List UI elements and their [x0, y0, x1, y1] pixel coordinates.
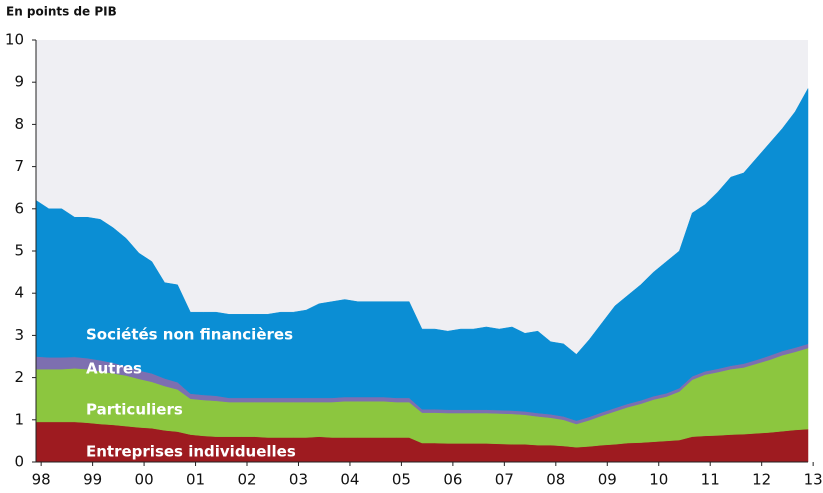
y-tick-label: 9: [14, 73, 24, 91]
y-tick-label: 1: [14, 410, 24, 428]
x-tick-label: 00: [135, 471, 154, 489]
y-tick-label: 3: [14, 326, 24, 344]
x-tick-label: 99: [83, 471, 102, 489]
y-tick-label: 5: [14, 242, 24, 260]
x-tick-label: 07: [495, 471, 514, 489]
x-tick-label: 02: [237, 471, 256, 489]
x-tick-label: 13: [804, 471, 823, 489]
y-tick-label: 8: [14, 115, 24, 133]
series-label: Particuliers: [86, 401, 183, 419]
x-tick-label: 98: [32, 471, 51, 489]
x-tick-label: 01: [186, 471, 205, 489]
y-tick-label: 7: [14, 157, 24, 175]
series-label: Sociétés non financières: [86, 326, 293, 344]
x-tick-label: 11: [701, 471, 720, 489]
series-label: Autres: [86, 360, 142, 378]
y-tick-label: 0: [14, 453, 24, 471]
x-tick-label: 10: [649, 471, 668, 489]
y-tick-label: 4: [14, 284, 24, 302]
y-tick-label: 6: [14, 199, 24, 217]
x-tick-label: 05: [392, 471, 411, 489]
x-tick-label: 04: [340, 471, 359, 489]
x-tick-label: 09: [598, 471, 617, 489]
y-tick-label: 10: [5, 31, 24, 49]
x-tick-label: 12: [752, 471, 771, 489]
x-tick-label: 06: [443, 471, 462, 489]
y-tick-label: 2: [14, 368, 24, 386]
series-label: Entreprises individuelles: [86, 443, 296, 461]
chart-title: En points de PIB: [6, 5, 117, 19]
area: [35, 87, 809, 421]
x-tick-label: 08: [546, 471, 565, 489]
x-tick-label: 03: [289, 471, 308, 489]
